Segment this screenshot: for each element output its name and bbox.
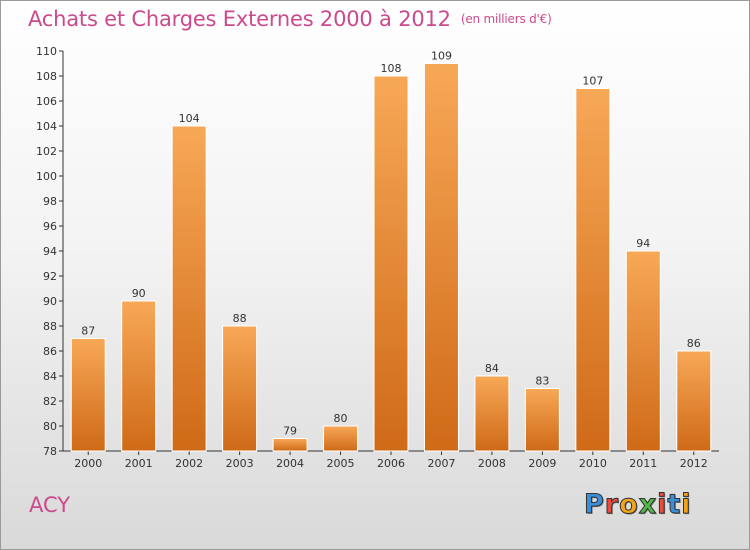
bar-value-label: 90	[132, 287, 146, 300]
bar-value-label: 107	[582, 75, 603, 88]
x-tick-label: 2011	[629, 457, 657, 470]
x-tick-label: 2000	[74, 457, 102, 470]
y-tick-label: 110	[36, 45, 57, 58]
logo-letter: i	[681, 489, 692, 521]
x-tick-label: 2007	[427, 457, 455, 470]
bar	[575, 88, 611, 452]
x-tick-label: 2012	[680, 457, 708, 470]
bar-value-label: 84	[485, 362, 499, 375]
y-tick-label: 96	[43, 220, 57, 233]
x-tick-label: 2005	[327, 457, 355, 470]
y-tick-label: 100	[36, 170, 57, 183]
x-tick-label: 2008	[478, 457, 506, 470]
x-tick-label: 2009	[528, 457, 556, 470]
bar	[625, 250, 661, 452]
y-tick-label: 102	[36, 145, 57, 158]
chart-title: Achats et Charges Externes 2000 à 2012 (e…	[28, 7, 552, 31]
x-tick-label: 2003	[226, 457, 254, 470]
y-tick-label: 86	[43, 345, 57, 358]
bar-value-label: 86	[687, 337, 701, 350]
bar	[524, 388, 560, 452]
proxiti-logo: Proxiti	[584, 489, 692, 521]
y-tick-label: 78	[43, 445, 57, 458]
y-tick-label: 80	[43, 420, 57, 433]
y-tick-label: 106	[36, 95, 57, 108]
x-tick-label: 2002	[175, 457, 203, 470]
bar-value-label: 109	[431, 50, 452, 63]
logo-letter: o	[619, 489, 639, 521]
bar-value-label: 88	[233, 312, 247, 325]
y-tick-label: 98	[43, 195, 57, 208]
bar	[70, 338, 106, 452]
bar-value-label: 87	[81, 325, 95, 338]
bar-value-label: 108	[381, 62, 402, 75]
bar	[323, 425, 359, 452]
bar	[423, 63, 459, 452]
y-tick-label: 82	[43, 395, 57, 408]
bar-value-label: 79	[283, 425, 297, 438]
y-tick-label: 84	[43, 370, 57, 383]
y-tick-label: 88	[43, 320, 57, 333]
bar-value-label: 83	[535, 375, 549, 388]
bar	[676, 350, 712, 452]
bar	[272, 438, 308, 452]
logo-letter: x	[638, 489, 658, 521]
x-tick-label: 2001	[125, 457, 153, 470]
bar-value-label: 104	[179, 112, 200, 125]
y-tick-label: 94	[43, 245, 57, 258]
y-tick-label: 92	[43, 270, 57, 283]
y-tick-label: 90	[43, 295, 57, 308]
logo-letter: r	[604, 489, 620, 521]
y-tick-label: 108	[36, 70, 57, 83]
logo-letter: P	[584, 489, 605, 521]
bar	[373, 75, 409, 452]
x-tick-label: 2004	[276, 457, 304, 470]
chart-title-text: Achats et Charges Externes 2000 à 2012	[28, 7, 451, 31]
y-tick-label: 104	[36, 120, 57, 133]
logo-letter: i	[657, 489, 668, 521]
bar	[121, 300, 157, 452]
x-tick-label: 2006	[377, 457, 405, 470]
bar	[222, 325, 258, 452]
chart-subtitle: (en milliers d'€)	[460, 12, 552, 26]
logo-letter: t	[667, 489, 682, 521]
bar-value-label: 94	[636, 237, 650, 250]
bar-value-label: 80	[334, 412, 348, 425]
bar	[474, 375, 510, 452]
x-tick-label: 2010	[579, 457, 607, 470]
commune-name: ACY	[29, 493, 71, 517]
bar	[171, 125, 207, 452]
